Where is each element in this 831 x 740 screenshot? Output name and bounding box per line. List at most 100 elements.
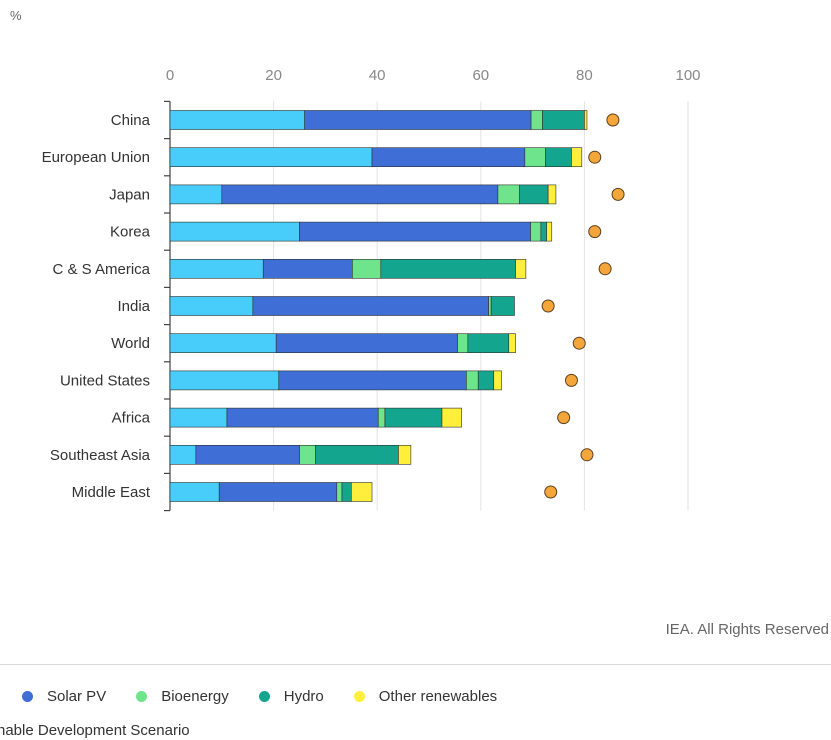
legend-swatch-bioenergy <box>136 691 148 702</box>
bar-segment-series-0 <box>169 110 305 130</box>
legend-swatch-other-renewables <box>353 691 365 702</box>
marker-point <box>606 113 620 127</box>
bar-segment-other-renewables <box>584 110 588 130</box>
bar-segment-hydro <box>467 333 510 354</box>
bar-segment-other-renewables <box>508 333 516 354</box>
marker-point <box>611 187 625 201</box>
bar-segment-solar-pv <box>221 184 499 205</box>
bar-segment-other-renewables <box>547 184 557 205</box>
bar-segment-bioenergy <box>457 333 469 354</box>
x-tick-label: 40 <box>369 67 386 84</box>
bar-segment-hydro <box>380 258 516 279</box>
bar-segment-bioenergy <box>299 444 316 465</box>
bar-segment-series-0 <box>169 221 300 242</box>
bar-segment-hydro <box>341 482 352 502</box>
bar-segment-bioenergy <box>465 370 479 391</box>
bar-segment-solar-pv <box>278 370 467 391</box>
x-tick-label: 80 <box>576 67 593 84</box>
category-label: Japan <box>109 186 150 203</box>
unit-label: % <box>10 8 22 23</box>
legend-item-hydro[interactable]: Hydro <box>258 688 324 705</box>
bar-segment-series-0 <box>169 444 197 465</box>
bar-segment-bioenergy <box>497 184 520 205</box>
legend-note: nable Development Scenario <box>0 722 190 739</box>
bar-segment-hydro <box>490 296 515 316</box>
bar-segment-other-renewables <box>515 258 527 279</box>
x-tick-label: 100 <box>675 67 700 84</box>
marker-point <box>580 448 594 462</box>
bar-segment-bioenergy <box>530 110 543 130</box>
bar-segment-solar-pv <box>252 296 489 316</box>
marker-point <box>598 262 612 276</box>
bar-segment-other-renewables <box>493 370 502 391</box>
marker-point <box>564 373 578 387</box>
marker-point <box>588 150 602 164</box>
bar-segment-bioenergy <box>336 482 343 502</box>
legend-item-solar-pv[interactable]: Solar PV <box>22 688 106 705</box>
category-label: Middle East <box>72 484 151 501</box>
marker-point <box>572 336 586 350</box>
bar-segment-solar-pv <box>275 333 458 354</box>
bar-segment-other-renewables <box>350 482 373 502</box>
marker-point <box>541 299 555 313</box>
bar-segment-solar-pv <box>262 258 353 279</box>
marker-point <box>588 225 602 239</box>
bar-segment-other-renewables <box>441 407 462 428</box>
bar-segment-series-0 <box>169 184 223 205</box>
x-tick-label: 20 <box>265 67 282 84</box>
legend-label-bioenergy: Bioenergy <box>161 688 229 705</box>
category-label: European Union <box>42 149 150 166</box>
bar-segment-other-renewables <box>546 221 553 242</box>
stacked-bar-chart: 0 20 40 60 80 100 China European Union Japan Kore… <box>42 67 701 512</box>
bar-segment-bioenergy <box>530 221 542 242</box>
legend-item-other-renewables[interactable]: Other renewables <box>353 688 498 705</box>
category-label: C & S America <box>52 261 150 278</box>
bar-segment-bioenergy <box>524 147 546 167</box>
bar-segment-hydro <box>477 370 495 391</box>
bar-segment-solar-pv <box>371 147 526 167</box>
bar-segment-hydro <box>540 221 547 242</box>
category-label: Southeast Asia <box>50 447 151 464</box>
category-label: India <box>117 298 150 315</box>
bar-segment-hydro <box>542 110 585 130</box>
bar-segment-series-0 <box>169 296 254 316</box>
bar-segment-bioenergy <box>488 296 492 316</box>
bar-segment-series-0 <box>169 147 373 167</box>
category-label: Africa <box>112 410 151 427</box>
legend-label-other-renewables: Other renewables <box>378 688 498 705</box>
category-label: World <box>111 335 150 352</box>
legend-label-hydro: Hydro <box>283 688 324 705</box>
category-label: China <box>111 112 151 129</box>
legend-label-solar-pv: Solar PV <box>47 688 107 705</box>
bar-segment-other-renewables <box>398 444 412 465</box>
bar-segment-other-renewables <box>571 147 583 167</box>
bar-segment-solar-pv <box>218 482 338 502</box>
legend-swatch-hydro <box>258 691 270 702</box>
credit-text: IEA. All Rights Reserved <box>665 621 829 638</box>
bar-segment-bioenergy <box>377 407 386 428</box>
bar-segment-series-0 <box>169 407 228 428</box>
bar-segment-bioenergy <box>352 258 382 279</box>
bar-segment-solar-pv <box>299 221 531 242</box>
bar-segment-solar-pv <box>195 444 300 465</box>
bar-segment-hydro <box>545 147 572 167</box>
marker-point <box>544 485 558 499</box>
bar-segment-hydro <box>315 444 399 465</box>
category-label: Korea <box>110 224 151 241</box>
marker-point <box>557 411 571 425</box>
bar-segment-solar-pv <box>304 110 532 130</box>
bar-segment-series-0 <box>169 370 280 391</box>
legend-item-bioenergy[interactable]: Bioenergy <box>136 688 229 705</box>
bar-segment-series-0 <box>169 482 220 502</box>
bar-segment-series-0 <box>169 333 277 354</box>
bar-segment-series-0 <box>169 258 264 279</box>
x-tick-label: 60 <box>472 67 489 84</box>
legend-divider <box>0 664 831 665</box>
bar-segment-hydro <box>384 407 443 428</box>
category-label: United States <box>60 372 150 389</box>
bar-segment-solar-pv <box>226 407 379 428</box>
legend-swatch-solar-pv <box>22 691 33 702</box>
legend: Solar PV Bioenergy Hydro Other renewable… <box>0 688 527 705</box>
x-tick-label: 0 <box>166 67 174 84</box>
bar-segment-hydro <box>519 184 549 205</box>
